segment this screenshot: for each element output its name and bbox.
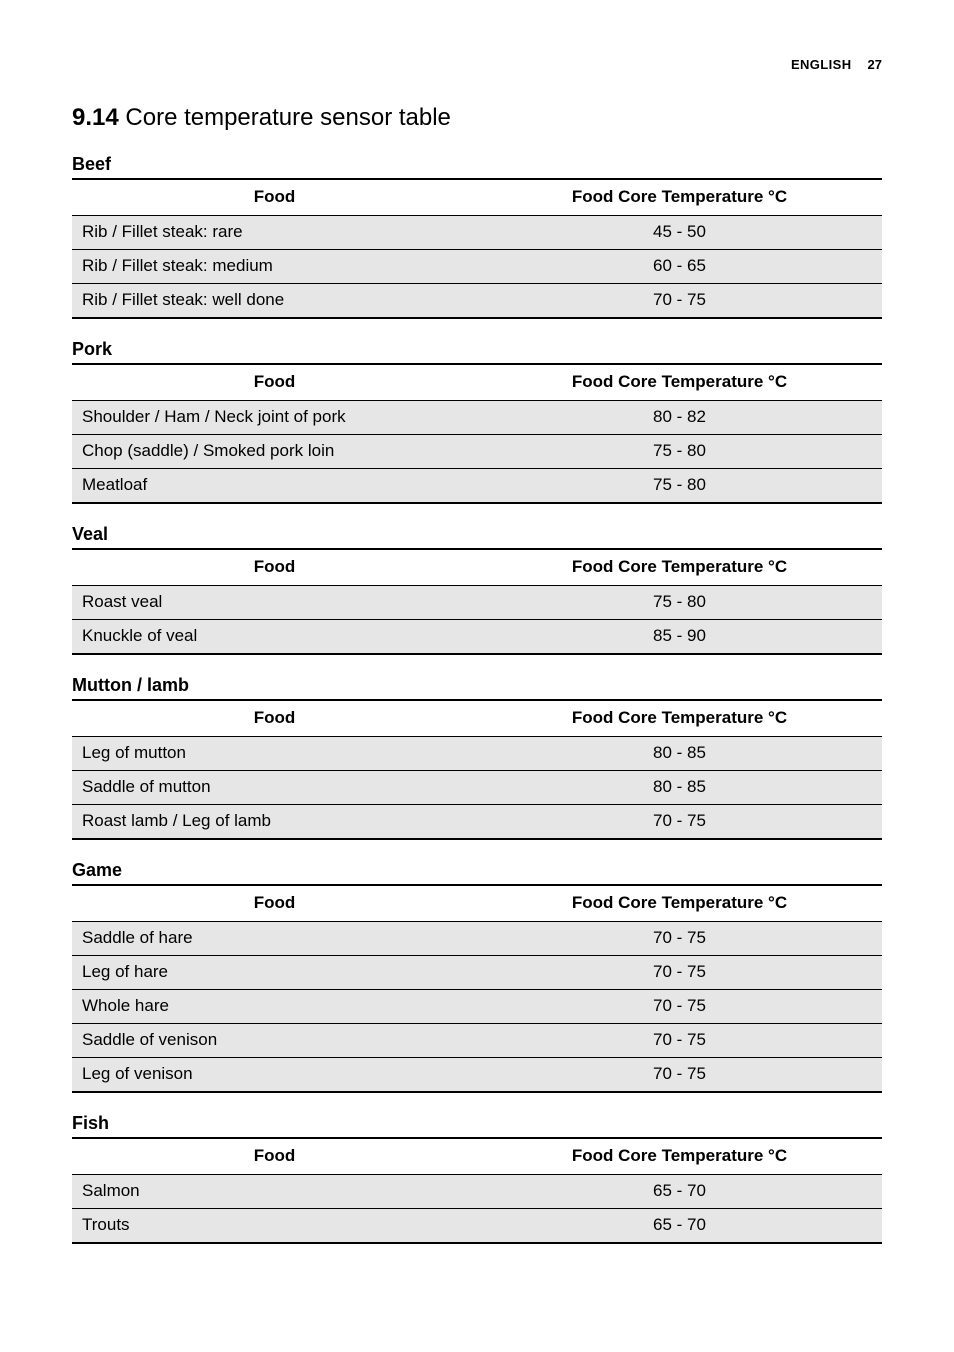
column-header-temp: Food Core Temperature °C (477, 179, 882, 215)
cell-food: Saddle of venison (72, 1024, 477, 1058)
cell-temp: 75 - 80 (477, 469, 882, 503)
cell-temp: 70 - 75 (477, 990, 882, 1024)
cell-food: Knuckle of veal (72, 620, 477, 654)
cell-temp: 85 - 90 (477, 620, 882, 654)
cell-temp: 75 - 80 (477, 586, 882, 620)
cell-temp: 70 - 75 (477, 1024, 882, 1058)
column-header-food: Food (72, 549, 477, 585)
table-row: Trouts65 - 70 (72, 1209, 882, 1243)
table-row: Chop (saddle) / Smoked pork loin75 - 80 (72, 435, 882, 469)
food-table: FoodFood Core Temperature °CShoulder / H… (72, 363, 882, 504)
cell-temp: 45 - 50 (477, 216, 882, 250)
cell-temp: 70 - 75 (477, 284, 882, 318)
group-title: Fish (72, 1111, 882, 1135)
cell-food: Whole hare (72, 990, 477, 1024)
table-row: Leg of mutton80 - 85 (72, 737, 882, 771)
cell-temp: 75 - 80 (477, 435, 882, 469)
cell-temp: 80 - 85 (477, 771, 882, 805)
column-header-food: Food (72, 179, 477, 215)
column-header-food: Food (72, 885, 477, 921)
group-title: Mutton / lamb (72, 673, 882, 697)
table-row: Rib / Fillet steak: medium60 - 65 (72, 250, 882, 284)
cell-food: Roast veal (72, 586, 477, 620)
column-header-food: Food (72, 364, 477, 400)
table-row: Salmon65 - 70 (72, 1175, 882, 1209)
food-table: FoodFood Core Temperature °CRib / Fillet… (72, 178, 882, 319)
header-page-number: 27 (868, 56, 882, 74)
column-header-temp: Food Core Temperature °C (477, 700, 882, 736)
food-table: FoodFood Core Temperature °CLeg of mutto… (72, 699, 882, 840)
cell-temp: 70 - 75 (477, 956, 882, 990)
cell-food: Leg of hare (72, 956, 477, 990)
table-row: Saddle of mutton80 - 85 (72, 771, 882, 805)
table-row: Roast lamb / Leg of lamb70 - 75 (72, 805, 882, 839)
cell-food: Rib / Fillet steak: well done (72, 284, 477, 318)
cell-temp: 65 - 70 (477, 1209, 882, 1243)
table-row: Whole hare70 - 75 (72, 990, 882, 1024)
column-header-food: Food (72, 700, 477, 736)
cell-food: Saddle of mutton (72, 771, 477, 805)
cell-temp: 70 - 75 (477, 805, 882, 839)
table-row: Saddle of hare70 - 75 (72, 922, 882, 956)
column-header-temp: Food Core Temperature °C (477, 1138, 882, 1174)
cell-food: Salmon (72, 1175, 477, 1209)
cell-temp: 70 - 75 (477, 922, 882, 956)
column-header-temp: Food Core Temperature °C (477, 549, 882, 585)
group-title: Game (72, 858, 882, 882)
cell-temp: 80 - 82 (477, 401, 882, 435)
cell-food: Trouts (72, 1209, 477, 1243)
cell-food: Leg of mutton (72, 737, 477, 771)
group-title: Beef (72, 152, 882, 176)
table-row: Shoulder / Ham / Neck joint of pork80 - … (72, 401, 882, 435)
column-header-temp: Food Core Temperature °C (477, 364, 882, 400)
table-row: Rib / Fillet steak: well done70 - 75 (72, 284, 882, 318)
food-table: FoodFood Core Temperature °CSaddle of ha… (72, 884, 882, 1093)
cell-temp: 65 - 70 (477, 1175, 882, 1209)
cell-food: Roast lamb / Leg of lamb (72, 805, 477, 839)
table-row: Knuckle of veal85 - 90 (72, 620, 882, 654)
food-table: FoodFood Core Temperature °CRoast veal75… (72, 548, 882, 655)
cell-temp: 60 - 65 (477, 250, 882, 284)
table-row: Rib / Fillet steak: rare45 - 50 (72, 216, 882, 250)
table-row: Leg of venison70 - 75 (72, 1058, 882, 1092)
section-title: 9.14 Core temperature sensor table (72, 102, 882, 134)
table-row: Roast veal75 - 80 (72, 586, 882, 620)
section-title-text: Core temperature sensor table (125, 104, 451, 131)
cell-food: Saddle of hare (72, 922, 477, 956)
page-header: ENGLISH 27 (72, 56, 882, 74)
group-title: Veal (72, 522, 882, 546)
table-row: Meatloaf75 - 80 (72, 469, 882, 503)
cell-temp: 80 - 85 (477, 737, 882, 771)
cell-food: Chop (saddle) / Smoked pork loin (72, 435, 477, 469)
group-title: Pork (72, 337, 882, 361)
cell-food: Rib / Fillet steak: rare (72, 216, 477, 250)
column-header-temp: Food Core Temperature °C (477, 885, 882, 921)
tables-container: BeefFoodFood Core Temperature °CRib / Fi… (72, 152, 882, 1244)
cell-temp: 70 - 75 (477, 1058, 882, 1092)
cell-food: Rib / Fillet steak: medium (72, 250, 477, 284)
cell-food: Shoulder / Ham / Neck joint of pork (72, 401, 477, 435)
table-row: Saddle of venison70 - 75 (72, 1024, 882, 1058)
cell-food: Leg of venison (72, 1058, 477, 1092)
food-table: FoodFood Core Temperature °CSalmon65 - 7… (72, 1137, 882, 1244)
section-number: 9.14 (72, 104, 119, 131)
table-row: Leg of hare70 - 75 (72, 956, 882, 990)
header-language: ENGLISH (791, 56, 852, 74)
column-header-food: Food (72, 1138, 477, 1174)
cell-food: Meatloaf (72, 469, 477, 503)
